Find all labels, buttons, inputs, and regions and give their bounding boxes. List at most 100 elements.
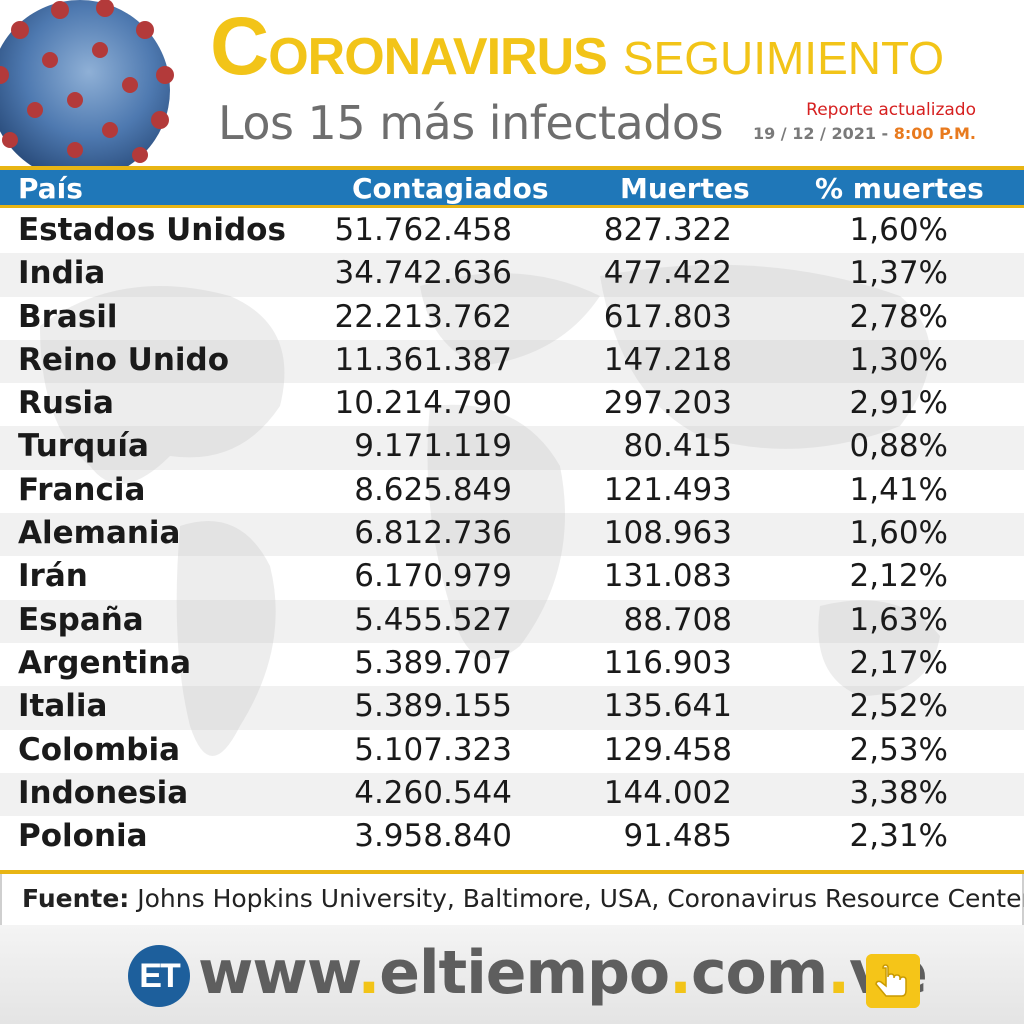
cell-muertes: 135.641 [603,688,732,725]
cell-muertes: 91.485 [623,818,732,855]
cell-muertes: 121.493 [603,471,732,508]
cell-pct-muertes: 1,63% [849,601,948,638]
cell-contagiados: 10.214.790 [334,385,513,422]
cell-pais: Argentina [18,644,191,681]
header: CORONAVIRUS SEGUIMIENTO Los 15 más infect… [0,0,1024,170]
cell-pct-muertes: 2,91% [849,385,948,422]
cell-pct-muertes: 1,41% [849,471,948,508]
table-body: Estados Unidos 51.762.458 827.322 1,60% Indi… [0,210,1024,859]
col-header-pais: País [18,172,83,205]
cell-muertes: 116.903 [603,644,732,681]
cell-muertes: 144.002 [603,774,732,811]
table-row: Irán 6.170.979 131.083 2,12% [0,556,1024,599]
cell-contagiados: 6.812.736 [354,515,512,552]
url-part: www [198,938,358,1008]
cell-muertes: 108.963 [603,515,732,552]
col-header-pct-muertes: % muertes [815,172,984,205]
table-row: Indonesia 4.260.544 144.002 3,38% [0,772,1024,817]
cell-muertes: 617.803 [603,298,732,335]
data-table: País Contagiados Muertes % muertes Estad… [0,166,1024,872]
url-dot: . [357,938,380,1008]
col-header-muertes: Muertes [620,172,750,205]
et-logo-icon[interactable]: ET [128,945,190,1007]
cell-pais: Polonia [18,818,148,855]
cell-pais: India [18,255,106,292]
cell-pct-muertes: 1,60% [849,212,948,248]
table-row: Reino Unido 11.361.387 147.218 1,30% [0,339,1024,384]
cell-pais: Turquía [18,428,149,465]
cell-pais: Alemania [18,515,181,552]
cell-muertes: 131.083 [603,558,732,595]
table-row: Polonia 3.958.840 91.485 2,31% [0,816,1024,859]
table-row: Argentina 5.389.707 116.903 2,17% [0,643,1024,686]
divider [0,870,1024,874]
page-subtitle: Los 15 más infectados [218,96,724,150]
cell-pct-muertes: 3,38% [849,774,948,811]
virus-icon [0,0,174,170]
source-note: Fuente: Johns Hopkins University, Baltim… [22,884,1024,913]
cell-pct-muertes: 2,78% [849,298,948,335]
cell-pais: Estados Unidos [18,212,286,248]
cell-pct-muertes: 2,17% [849,644,948,681]
report-datetime: 19 / 12 / 2021 - 8:00 P.M. [752,124,976,143]
cell-contagiados: 51.762.458 [334,212,513,248]
cell-muertes: 80.415 [623,428,732,465]
cell-pais: Brasil [18,298,118,335]
table-row: Colombia 5.107.323 129.458 2,53% [0,730,1024,773]
cell-muertes: 147.218 [603,341,732,378]
col-header-contagiados: Contagiados [352,172,549,205]
cell-pct-muertes: 0,88% [849,428,948,465]
cell-muertes: 477.422 [603,255,732,292]
cell-pais: Italia [18,688,108,725]
cell-contagiados: 22.213.762 [334,298,513,335]
cell-pais: España [18,601,144,638]
cell-contagiados: 11.361.387 [334,341,513,378]
table-row: Francia 8.625.849 121.493 1,41% [0,470,1024,513]
cell-pais: Rusia [18,385,114,422]
cell-pais: Colombia [18,731,181,768]
cell-pct-muertes: 1,30% [849,341,948,378]
cell-contagiados: 5.107.323 [354,731,512,768]
url-dot: . [669,938,692,1008]
cell-contagiados: 6.170.979 [354,558,512,595]
cell-contagiados: 5.389.155 [354,688,512,725]
table-row: India 34.742.636 477.422 1,37% [0,253,1024,297]
cell-pct-muertes: 2,53% [849,731,948,768]
cell-pct-muertes: 2,31% [849,818,948,855]
table-row: Italia 5.389.155 135.641 2,52% [0,686,1024,730]
cell-contagiados: 3.958.840 [354,818,512,855]
table-row: Turquía 9.171.119 80.415 0,88% [0,426,1024,470]
table-row: Rusia 10.214.790 297.203 2,91% [0,383,1024,426]
cell-contagiados: 4.260.544 [354,774,512,811]
cell-pais: Indonesia [18,774,189,811]
cell-pct-muertes: 1,37% [849,255,948,292]
cell-muertes: 88.708 [623,601,732,638]
cell-contagiados: 8.625.849 [354,471,512,508]
cell-muertes: 129.458 [603,731,732,768]
cell-contagiados: 5.455.527 [354,601,512,638]
cell-pais: Reino Unido [18,341,230,378]
cell-pais: Irán [18,558,88,595]
table-row: España 5.455.527 88.708 1,63% [0,599,1024,643]
cell-pct-muertes: 2,12% [849,558,948,595]
website-link[interactable]: www.eltiempo.com.ve [198,938,928,1008]
report-label: Reporte actualizado [806,100,976,120]
cell-muertes: 827.322 [603,212,732,248]
table-header: País Contagiados Muertes % muertes [0,166,1024,208]
cell-pct-muertes: 2,52% [849,688,948,725]
url-part: com [690,938,828,1008]
table-row: Alemania 6.812.736 108.963 1,60% [0,513,1024,557]
hand-pointer-icon[interactable] [866,954,920,1008]
cell-contagiados: 5.389.707 [354,644,512,681]
url-part: eltiempo [379,938,670,1008]
cell-muertes: 297.203 [603,385,732,422]
table-row: Estados Unidos 51.762.458 827.322 1,60% [0,210,1024,253]
report-info: Reporte actualizado 19 / 12 / 2021 - 8:0… [753,100,976,143]
table-row: Brasil 22.213.762 617.803 2,78% [0,297,1024,340]
cell-contagiados: 9.171.119 [354,428,512,465]
world-map-icon [40,264,940,756]
page-title: CORONAVIRUS SEGUIMIENTO [210,1,945,92]
url-dot: . [827,938,850,1008]
cell-pais: Francia [18,471,146,508]
cell-contagiados: 34.742.636 [334,255,513,292]
